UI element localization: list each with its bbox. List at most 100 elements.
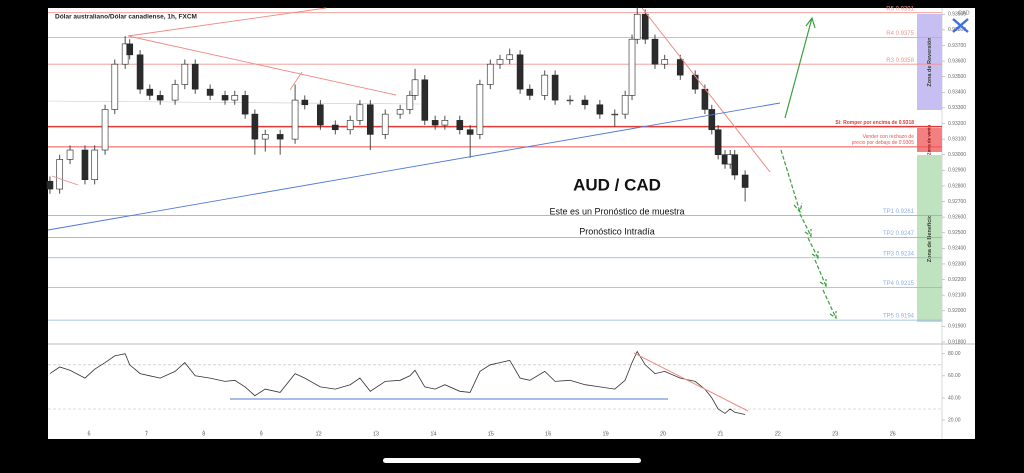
candle-body	[331, 124, 339, 131]
chart-title: Dólar australiano/Dólar canadiense, 1h, …	[55, 14, 197, 21]
candle-body	[356, 104, 364, 121]
candle-body	[56, 159, 64, 190]
y-tick-label: 0.92400	[948, 246, 966, 252]
candle-body	[708, 109, 716, 131]
candle-body	[526, 88, 534, 96]
x-tick-label: 26	[890, 431, 896, 437]
candle-body	[611, 113, 619, 116]
arrow-down	[807, 237, 819, 260]
candle-body	[651, 38, 659, 65]
oscillator-tick-label: 40.00	[948, 395, 961, 401]
forecast-arrows	[780, 16, 837, 320]
candle-body	[171, 84, 179, 101]
candle-body	[411, 79, 419, 96]
y-tick-label: 0.92100	[948, 293, 966, 299]
trendline	[51, 175, 79, 186]
oscillator-tick-label: 60.00	[948, 373, 961, 379]
candle-body	[366, 104, 374, 135]
candle-body	[206, 88, 214, 96]
level-label: TP2 0.9247	[883, 231, 915, 237]
home-indicator[interactable]	[383, 458, 641, 463]
oscillator-trendline	[633, 352, 749, 412]
candle-body	[101, 109, 109, 151]
close-icon[interactable]	[952, 18, 969, 33]
trendline	[47, 102, 781, 231]
candle-body	[541, 74, 549, 96]
y-tick-label: 0.92900	[948, 168, 966, 174]
candles	[46, 6, 749, 202]
level-label: R5 0.9391	[886, 6, 914, 12]
key-level-label: Si: Romper por encima de 0.9318	[835, 120, 914, 126]
y-tick-label: 0.92700	[948, 199, 966, 205]
oscillator-tick-label: 80.00	[948, 351, 961, 357]
trendline	[127, 7, 327, 37]
candle-body	[581, 99, 589, 106]
y-tick-label: 0.92000	[948, 308, 966, 314]
candle-body	[661, 59, 669, 65]
candle-body	[701, 88, 709, 110]
y-tick-label: 0.93000	[948, 152, 966, 158]
y-tick-label: 0.92600	[948, 214, 966, 220]
candle-body	[641, 13, 649, 40]
x-tick-label: 7	[145, 431, 148, 437]
candle-body	[221, 95, 229, 101]
trendline	[127, 35, 397, 96]
level-label: TP1 0.9261	[883, 209, 915, 215]
zone	[917, 155, 942, 322]
x-tick-label: 12	[316, 431, 322, 437]
reference-line	[47, 100, 421, 105]
candle-body	[456, 120, 464, 131]
y-tick-label: 0.93500	[948, 74, 966, 80]
zone-label: Zona de Reversión	[927, 37, 933, 87]
x-tick-label: 22	[775, 431, 781, 437]
zone-label: Zona de Beneficio	[927, 214, 933, 262]
candle-body	[191, 63, 199, 90]
candle-body	[156, 95, 164, 101]
y-tick-label: 0.92300	[948, 261, 966, 267]
y-tick-label: 0.93300	[948, 105, 966, 111]
oscillator-tick-label: 20.00	[948, 417, 961, 423]
arrow-up	[784, 16, 816, 119]
y-tick-label: 0.91900	[948, 324, 966, 330]
candle-body	[741, 174, 749, 188]
candle-body	[431, 120, 439, 126]
candle-body	[301, 99, 309, 106]
candle-body	[676, 59, 684, 76]
level-label: R4 0.9375	[886, 31, 914, 37]
x-tick-label: 8	[202, 431, 205, 437]
subtitle: Este es un Pronóstico de muestra	[549, 206, 684, 216]
candle-body	[241, 95, 249, 115]
y-tick-label: 0.93700	[948, 43, 966, 49]
candle-body	[628, 38, 636, 96]
candle-body	[714, 129, 722, 156]
candle-body	[251, 113, 259, 140]
candle-body	[691, 74, 699, 90]
candle-body	[126, 43, 134, 56]
y-tick-label: 0.92200	[948, 277, 966, 283]
x-tick-label: 9	[260, 431, 263, 437]
oscillator-line	[49, 350, 746, 415]
key-level-label: precio por debajo de 0.9305	[852, 140, 914, 146]
candle-body	[466, 129, 474, 135]
chart-background	[48, 8, 975, 439]
candle-body	[621, 95, 629, 115]
candle-body	[633, 13, 641, 40]
candle-body	[486, 63, 494, 85]
heading: AUD / CAD	[573, 175, 661, 194]
candle-body	[506, 54, 514, 60]
key-level-label: Vender con rechazo de	[863, 134, 915, 140]
candle-body	[46, 180, 54, 190]
arrow-down	[780, 149, 803, 214]
currency-label: CAD	[958, 10, 970, 16]
x-tick-label: 19	[603, 431, 609, 437]
trendline	[641, 7, 771, 173]
candle-body	[596, 104, 604, 115]
y-tick-label: 0.92800	[948, 183, 966, 189]
candle-body	[91, 149, 99, 180]
candle-body	[381, 113, 389, 135]
trendline	[289, 71, 303, 91]
x-tick-label: 20	[660, 431, 666, 437]
trendlines	[47, 7, 781, 412]
